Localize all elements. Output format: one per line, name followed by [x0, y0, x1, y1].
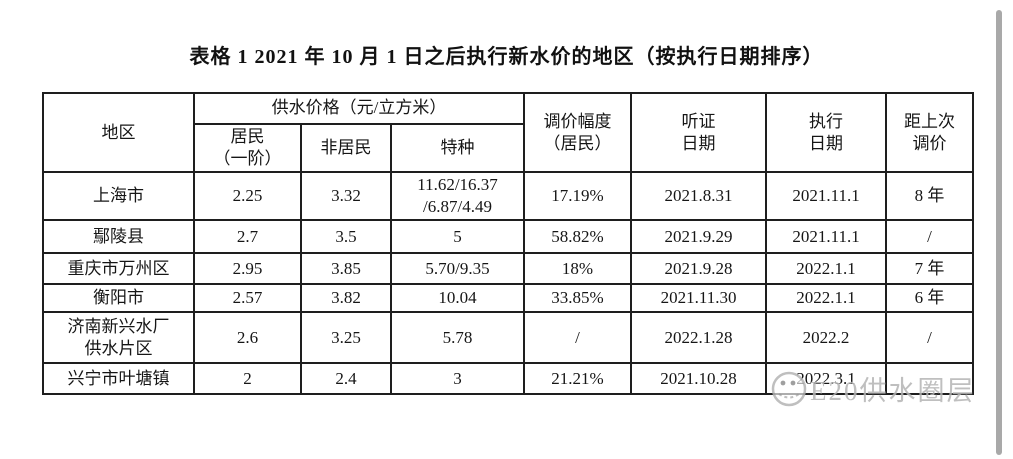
cell-region: 济南新兴水厂 供水片区 — [42, 311, 195, 365]
cell-execution-date: 2022.2 — [765, 311, 888, 365]
cell-region: 重庆市万州区 — [42, 252, 195, 286]
table-row: 兴宁市叶塘镇 2 2.4 3 21.21% 2021.10.28 2022.3.… — [42, 362, 975, 396]
cell-execution-date: 2021.11.1 — [765, 219, 888, 255]
col-header-hearing-date: 听证 日期 — [630, 91, 768, 174]
cell-since-last: 6 年 — [885, 283, 975, 314]
cell-resident-price: 2.57 — [193, 283, 302, 314]
cell-non-resident-price: 3.85 — [300, 252, 392, 286]
col-header-region: 地区 — [42, 91, 195, 174]
header-row-group: 地区 供水价格（元/立方米） 调价幅度 （居民） 听证 日期 执行 日期 距上次… — [42, 91, 975, 174]
col-header-price-group: 供水价格（元/立方米） — [192, 92, 526, 125]
col-header-special: 特种 — [389, 122, 526, 174]
col-header-since-last: 距上次 调价 — [885, 91, 975, 174]
cell-region: 鄢陵县 — [42, 219, 195, 255]
cell-adjustment-rate: 17.19% — [523, 171, 633, 222]
cell-hearing-date: 2021.11.30 — [630, 283, 768, 314]
water-price-table: 地区 供水价格（元/立方米） 调价幅度 （居民） 听证 日期 执行 日期 距上次… — [42, 91, 975, 396]
cell-since-last — [885, 362, 975, 396]
cell-region: 衡阳市 — [42, 283, 195, 314]
cell-non-resident-price: 2.4 — [300, 362, 392, 396]
cell-region: 上海市 — [42, 171, 195, 222]
cell-special-price: 5.70/9.35 — [389, 252, 526, 286]
table-row: 重庆市万州区 2.95 3.85 5.70/9.35 18% 2021.9.28… — [42, 252, 975, 286]
table-row: 上海市 2.25 3.32 11.62/16.37 /6.87/4.49 17.… — [42, 171, 975, 222]
cell-since-last: / — [885, 219, 975, 255]
table-row: 衡阳市 2.57 3.82 10.04 33.85% 2021.11.30 20… — [42, 283, 975, 314]
cell-special-price: 5 — [389, 219, 526, 255]
cell-since-last: 8 年 — [885, 171, 975, 222]
cell-adjustment-rate: 58.82% — [523, 219, 633, 255]
table-caption: 表格 1 2021 年 10 月 1 日之后执行新水价的地区（按执行日期排序） — [189, 46, 824, 68]
cell-execution-date: 2022.1.1 — [765, 283, 888, 314]
cell-special-price: 5.78 — [389, 311, 526, 365]
cell-since-last: / — [885, 311, 975, 365]
cell-execution-date: 2022.1.1 — [765, 252, 888, 286]
cell-resident-price: 2.25 — [193, 171, 302, 222]
cell-hearing-date: 2021.9.29 — [630, 219, 768, 255]
col-header-resident: 居民 （一阶） — [193, 122, 302, 174]
cell-resident-price: 2.7 — [193, 219, 302, 255]
cell-non-resident-price: 3.25 — [300, 311, 392, 365]
page-right-edge — [996, 10, 1002, 455]
cell-non-resident-price: 3.32 — [300, 171, 392, 222]
cell-region: 兴宁市叶塘镇 — [42, 362, 195, 396]
cell-resident-price: 2.95 — [193, 252, 302, 286]
cell-non-resident-price: 3.5 — [300, 219, 392, 255]
col-header-adjustment-rate: 调价幅度 （居民） — [523, 91, 633, 174]
table-row: 鄢陵县 2.7 3.5 5 58.82% 2021.9.29 2021.11.1… — [42, 219, 975, 255]
col-header-non-resident: 非居民 — [300, 122, 392, 174]
cell-special-price: 11.62/16.37 /6.87/4.49 — [389, 171, 526, 222]
cell-non-resident-price: 3.82 — [300, 283, 392, 314]
cell-hearing-date: 2021.10.28 — [630, 362, 768, 396]
cell-adjustment-rate: / — [523, 311, 633, 365]
cell-hearing-date: 2021.9.28 — [630, 252, 768, 286]
header-row-sub: 居民 （一阶） 非居民 特种 — [43, 122, 973, 174]
col-header-execution-date: 执行 日期 — [765, 91, 888, 174]
cell-resident-price: 2 — [193, 362, 302, 396]
cell-special-price: 3 — [389, 362, 526, 396]
table-row: 济南新兴水厂 供水片区 2.6 3.25 5.78 / 2022.1.28 20… — [42, 311, 975, 365]
cell-execution-date: 2021.11.1 — [765, 171, 888, 222]
cell-adjustment-rate: 18% — [523, 252, 633, 286]
cell-resident-price: 2.6 — [193, 311, 302, 365]
cell-adjustment-rate: 33.85% — [523, 283, 633, 314]
cell-since-last: 7 年 — [885, 252, 975, 286]
cell-special-price: 10.04 — [389, 283, 526, 314]
cell-execution-date: 2022.3.1 — [765, 362, 888, 396]
cell-adjustment-rate: 21.21% — [523, 362, 633, 396]
cell-hearing-date: 2021.8.31 — [630, 171, 768, 222]
cell-hearing-date: 2022.1.28 — [630, 311, 768, 365]
